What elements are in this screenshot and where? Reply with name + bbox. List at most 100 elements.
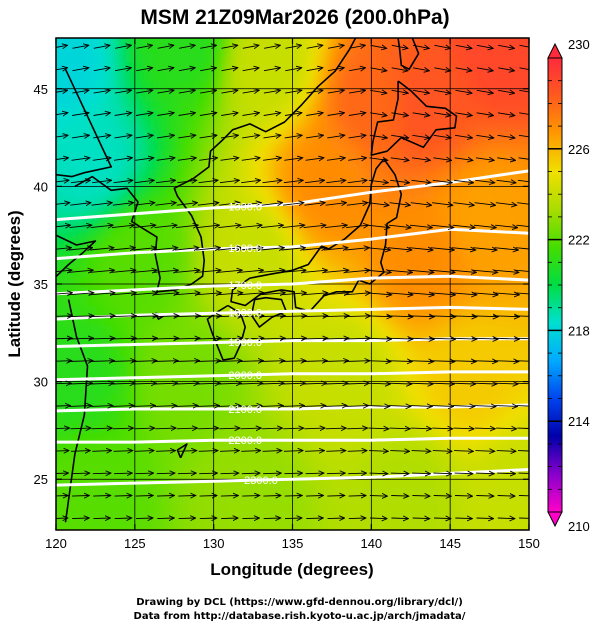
heatmap-cell bbox=[292, 520, 302, 530]
wind-arrow bbox=[259, 270, 285, 272]
heatmap-cell bbox=[127, 500, 136, 512]
heatmap-cell bbox=[197, 471, 207, 482]
wind-arrow bbox=[238, 361, 263, 362]
heatmap-cell bbox=[197, 81, 207, 92]
wind-arrow bbox=[264, 45, 280, 48]
heatmap-cell bbox=[245, 481, 254, 492]
heatmap-cell bbox=[190, 168, 199, 180]
heatmap-cell bbox=[213, 246, 223, 258]
heatmap-cell bbox=[458, 491, 467, 502]
wind-arrow bbox=[515, 247, 529, 250]
wind-arrow bbox=[56, 113, 68, 116]
heatmap-cell bbox=[505, 373, 514, 385]
heatmap-cell bbox=[150, 373, 160, 385]
heatmap-cell bbox=[268, 461, 278, 473]
wind-arrow bbox=[93, 496, 110, 497]
heatmap-cell bbox=[166, 510, 176, 522]
heatmap-cell bbox=[261, 422, 270, 434]
heatmap-cell bbox=[95, 90, 105, 102]
heatmap-cell bbox=[347, 520, 357, 530]
heatmap-cell bbox=[355, 442, 365, 453]
heatmap-cell bbox=[237, 500, 246, 512]
heatmap-cell bbox=[253, 491, 262, 502]
wind-arrow bbox=[263, 473, 281, 474]
heatmap-cell bbox=[166, 325, 176, 336]
heatmap-cell bbox=[308, 81, 317, 92]
heatmap-cell bbox=[308, 149, 317, 160]
heatmap-cell bbox=[371, 520, 380, 530]
heatmap-cell bbox=[253, 256, 262, 268]
heatmap-cell bbox=[529, 364, 538, 375]
heatmap-cell bbox=[324, 412, 333, 424]
heatmap-cell bbox=[134, 286, 144, 297]
heatmap-cell bbox=[529, 354, 538, 365]
heatmap-cell bbox=[529, 403, 538, 414]
heatmap-cell bbox=[150, 510, 160, 522]
heatmap-cell bbox=[529, 345, 538, 356]
heatmap-cell bbox=[158, 500, 168, 512]
heatmap-cell bbox=[292, 325, 302, 336]
heatmap-cell bbox=[458, 276, 467, 287]
heatmap-cell bbox=[521, 383, 529, 395]
heatmap-cell bbox=[316, 432, 325, 443]
heatmap-cell bbox=[253, 540, 262, 551]
heatmap-cell bbox=[166, 159, 176, 170]
heatmap-cell bbox=[150, 442, 160, 453]
heatmap-cell bbox=[261, 510, 270, 522]
heatmap-cell bbox=[95, 276, 105, 287]
heatmap-cell bbox=[127, 38, 136, 43]
wind-arrow bbox=[56, 316, 72, 317]
heatmap-cell bbox=[402, 188, 412, 199]
heatmap-cell bbox=[284, 442, 294, 453]
heatmap-cell bbox=[71, 129, 81, 141]
heatmap-cell bbox=[355, 295, 365, 307]
heatmap-cell bbox=[465, 38, 475, 43]
wind-arrow bbox=[198, 428, 218, 429]
heatmap-cell bbox=[316, 71, 325, 82]
heatmap-cell bbox=[229, 412, 239, 424]
heatmap-cell bbox=[88, 540, 97, 551]
heatmap-cell bbox=[458, 207, 467, 219]
heatmap-cell bbox=[87, 471, 97, 482]
heatmap-cell bbox=[237, 100, 246, 112]
heatmap-cell bbox=[182, 256, 191, 268]
wind-arrow bbox=[301, 316, 328, 317]
heatmap-cell bbox=[221, 383, 231, 395]
wind-arrow bbox=[327, 45, 344, 48]
heatmap-cell bbox=[142, 237, 152, 248]
heatmap-cell bbox=[103, 530, 112, 541]
wind-arrow bbox=[305, 496, 323, 497]
heatmap-cell bbox=[284, 383, 294, 395]
heatmap-cell bbox=[300, 237, 310, 248]
wind-arrow bbox=[238, 270, 263, 272]
heatmap-cell bbox=[268, 41, 278, 53]
heatmap-cell bbox=[261, 393, 270, 404]
heatmap-cell bbox=[347, 149, 357, 160]
heatmap-cell bbox=[237, 159, 246, 170]
heatmap-cell bbox=[182, 422, 191, 434]
wind-arrow bbox=[387, 361, 412, 362]
heatmap-cell bbox=[379, 139, 388, 151]
heatmap-cell bbox=[395, 530, 404, 541]
heatmap-cell bbox=[339, 510, 349, 522]
heatmap-cell bbox=[127, 325, 136, 336]
heatmap-cell bbox=[111, 520, 120, 530]
heatmap-cell bbox=[166, 227, 176, 238]
heatmap-cell bbox=[331, 178, 341, 190]
heatmap-cell bbox=[387, 217, 396, 229]
heatmap-cell bbox=[426, 159, 436, 170]
heatmap-cell bbox=[418, 217, 428, 229]
heatmap-cell bbox=[87, 334, 97, 346]
heatmap-cell bbox=[363, 159, 373, 170]
heatmap-cell bbox=[505, 178, 514, 190]
heatmap-cell bbox=[95, 227, 105, 238]
heatmap-cell bbox=[308, 100, 317, 112]
heatmap-cell bbox=[276, 344, 286, 356]
heatmap-cell bbox=[197, 120, 207, 131]
wind-arrow bbox=[111, 248, 135, 250]
heatmap-cell bbox=[56, 383, 65, 395]
heatmap-cell bbox=[442, 159, 451, 170]
heatmap-cell bbox=[489, 188, 499, 199]
heatmap-cell bbox=[497, 120, 507, 131]
heatmap-cell bbox=[79, 61, 89, 72]
